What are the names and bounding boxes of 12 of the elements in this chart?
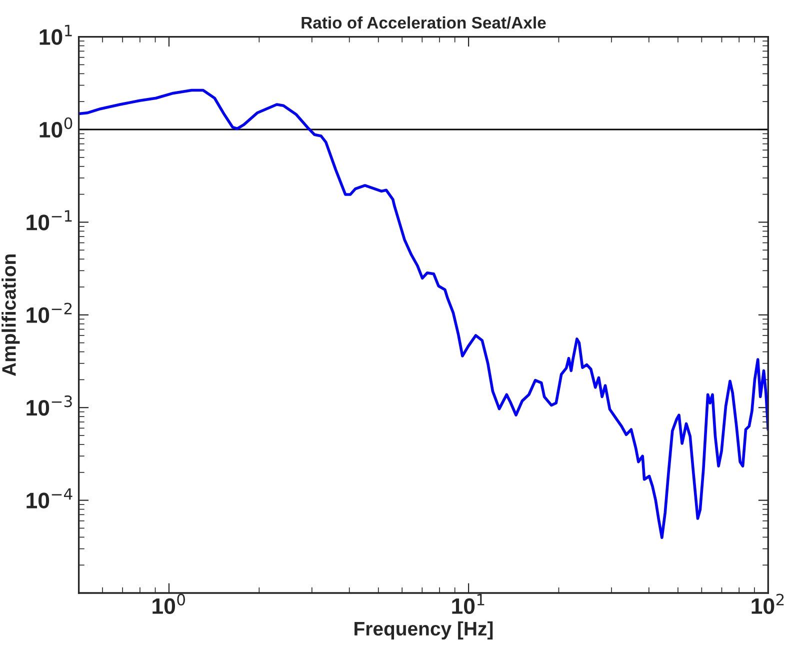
x-tick-label: 10$^{2}$ bbox=[752, 594, 784, 614]
x-tick-label: 10$^{0}$ bbox=[152, 594, 186, 614]
y-tick-label: 10$^{0}$ bbox=[40, 117, 72, 138]
x-axis-title: Frequency [Hz] bbox=[354, 621, 493, 640]
x-tick-label: 10$^{1}$ bbox=[452, 594, 484, 614]
y-axis-title: Amplification bbox=[2, 254, 20, 376]
y-tick-label: 10$^{−4}$ bbox=[26, 488, 72, 508]
y-tick-label: 10$^{−1}$ bbox=[26, 210, 72, 230]
y-tick-label: 10$^{−3}$ bbox=[26, 395, 72, 416]
y-tick-label: 10$^{−2}$ bbox=[26, 302, 72, 323]
chart-title: Ratio of Acceleration Seat/Axle bbox=[302, 16, 546, 29]
y-tick-label: 10$^{1}$ bbox=[40, 24, 72, 45]
